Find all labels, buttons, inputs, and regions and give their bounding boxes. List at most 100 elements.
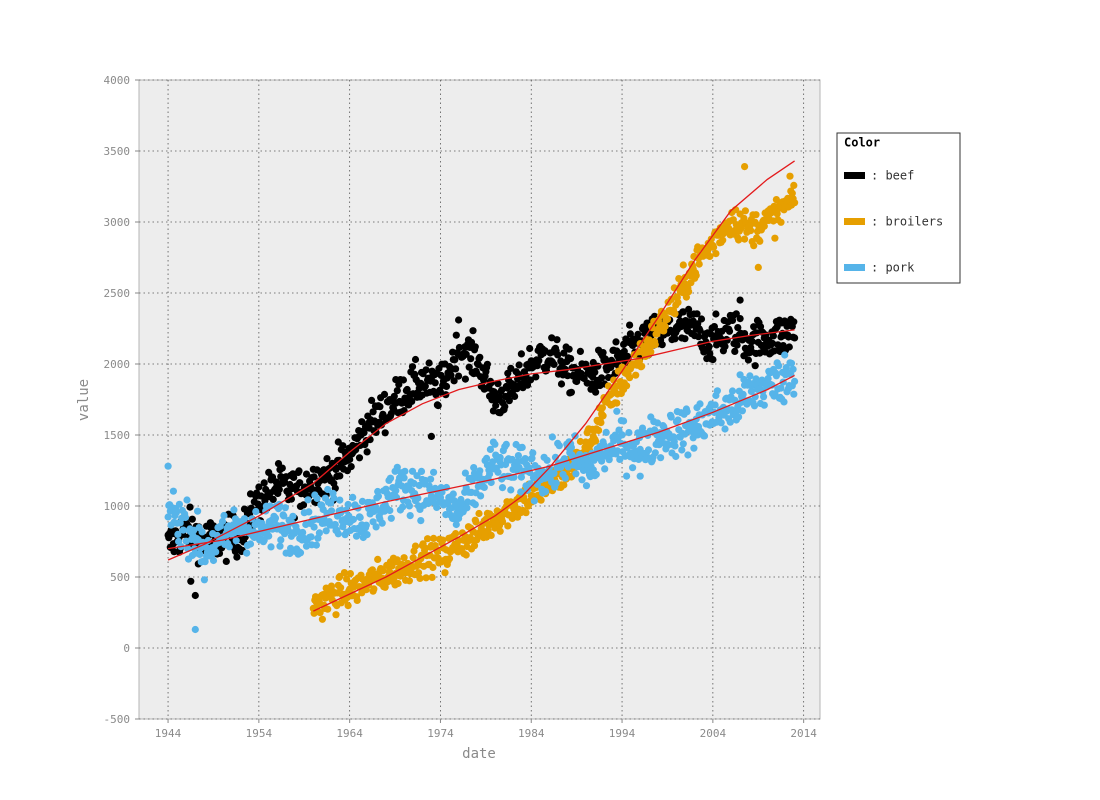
pork-point bbox=[179, 526, 187, 534]
y-tick-label: 1500 bbox=[104, 429, 131, 442]
beef-point bbox=[393, 387, 401, 395]
broilers-point bbox=[710, 243, 718, 251]
broilers-point bbox=[416, 574, 424, 583]
broilers-point bbox=[599, 412, 607, 420]
beef-point bbox=[483, 360, 491, 368]
pork-point bbox=[672, 452, 680, 461]
broilers-point bbox=[496, 527, 504, 535]
pork-point bbox=[644, 446, 653, 454]
pork-point bbox=[667, 413, 675, 421]
pork-point bbox=[406, 511, 414, 520]
broilers-point bbox=[592, 437, 600, 445]
broilers-point bbox=[324, 605, 332, 613]
beef-point bbox=[408, 363, 417, 371]
beef-point bbox=[576, 347, 585, 355]
broilers-point bbox=[719, 236, 727, 244]
broilers-point bbox=[537, 496, 545, 504]
beef-point bbox=[591, 368, 599, 376]
pork-point bbox=[684, 451, 692, 459]
pork-point bbox=[209, 556, 218, 565]
pork-point bbox=[787, 359, 796, 367]
broilers-point bbox=[706, 252, 714, 260]
broilers-point bbox=[318, 615, 326, 623]
pork-point bbox=[471, 501, 479, 509]
pork-point bbox=[605, 456, 613, 464]
pork-point bbox=[280, 512, 288, 520]
pork-point bbox=[352, 532, 361, 540]
broilers-point bbox=[638, 362, 646, 370]
beef-point bbox=[557, 380, 566, 388]
pork-point bbox=[246, 540, 255, 548]
broilers-point bbox=[760, 222, 768, 230]
pork-point bbox=[772, 372, 781, 380]
y-tick-label: 0 bbox=[123, 642, 130, 655]
beef-legend-label: : beef bbox=[871, 169, 914, 183]
pork-point bbox=[498, 484, 507, 492]
beef-point bbox=[731, 347, 739, 355]
broilers-point bbox=[756, 237, 764, 245]
beef-point bbox=[705, 342, 713, 351]
y-tick-label: -500 bbox=[104, 713, 131, 726]
pork-point bbox=[232, 537, 240, 545]
pork-point bbox=[738, 407, 747, 415]
pork-point bbox=[387, 514, 395, 522]
pork-point bbox=[201, 558, 209, 566]
beef-point bbox=[310, 473, 318, 481]
pork-point bbox=[374, 492, 382, 500]
broilers-point bbox=[414, 569, 423, 577]
beef-point bbox=[455, 343, 463, 352]
beef-point bbox=[507, 364, 515, 372]
beef-point bbox=[736, 296, 744, 304]
beef-point bbox=[732, 310, 740, 318]
pork-point bbox=[392, 487, 400, 495]
pork-point bbox=[530, 497, 538, 505]
pork-point bbox=[713, 387, 722, 395]
broilers-point bbox=[337, 584, 345, 592]
broilers-point bbox=[504, 522, 512, 530]
beef-point bbox=[390, 392, 398, 400]
broilers-point bbox=[741, 163, 749, 171]
pork-point bbox=[780, 398, 788, 406]
broilers-point bbox=[610, 376, 618, 384]
broilers-point bbox=[346, 570, 354, 578]
beef-point bbox=[452, 365, 460, 373]
pork-point bbox=[252, 507, 260, 516]
broilers-point bbox=[482, 515, 490, 523]
pork-point bbox=[690, 444, 698, 452]
beef-point bbox=[626, 321, 634, 329]
beef-point bbox=[696, 326, 704, 335]
beef-point bbox=[339, 442, 347, 450]
pork-point bbox=[220, 511, 228, 520]
pork-point bbox=[781, 351, 789, 359]
pork-point bbox=[393, 463, 401, 471]
pork-point bbox=[225, 543, 233, 551]
pork-point bbox=[386, 506, 394, 515]
pork-point bbox=[240, 515, 249, 523]
pork-point bbox=[618, 431, 626, 439]
broilers-point bbox=[663, 315, 672, 323]
beef-point bbox=[532, 373, 540, 381]
x-tick-label: 1984 bbox=[518, 727, 545, 740]
pork-point bbox=[775, 362, 783, 370]
pork-point bbox=[483, 454, 491, 462]
beef-point bbox=[260, 479, 268, 487]
beef-point bbox=[734, 324, 742, 332]
y-tick-label: 3500 bbox=[104, 145, 131, 158]
pork-point bbox=[746, 372, 754, 380]
x-tick-label: 1964 bbox=[336, 727, 363, 740]
pork-point bbox=[728, 387, 737, 395]
pork-point bbox=[181, 513, 190, 522]
pork-point bbox=[372, 523, 380, 531]
broilers-point bbox=[598, 404, 607, 412]
beef-point bbox=[505, 397, 513, 405]
beef-point bbox=[368, 396, 376, 404]
pork-point bbox=[296, 549, 305, 557]
pork-point bbox=[194, 507, 202, 515]
pork-point bbox=[683, 408, 691, 416]
pork-point bbox=[507, 486, 515, 494]
broilers-point bbox=[741, 207, 750, 215]
beef-point bbox=[599, 349, 607, 357]
pork-point bbox=[196, 550, 204, 559]
pork-point bbox=[386, 474, 395, 482]
